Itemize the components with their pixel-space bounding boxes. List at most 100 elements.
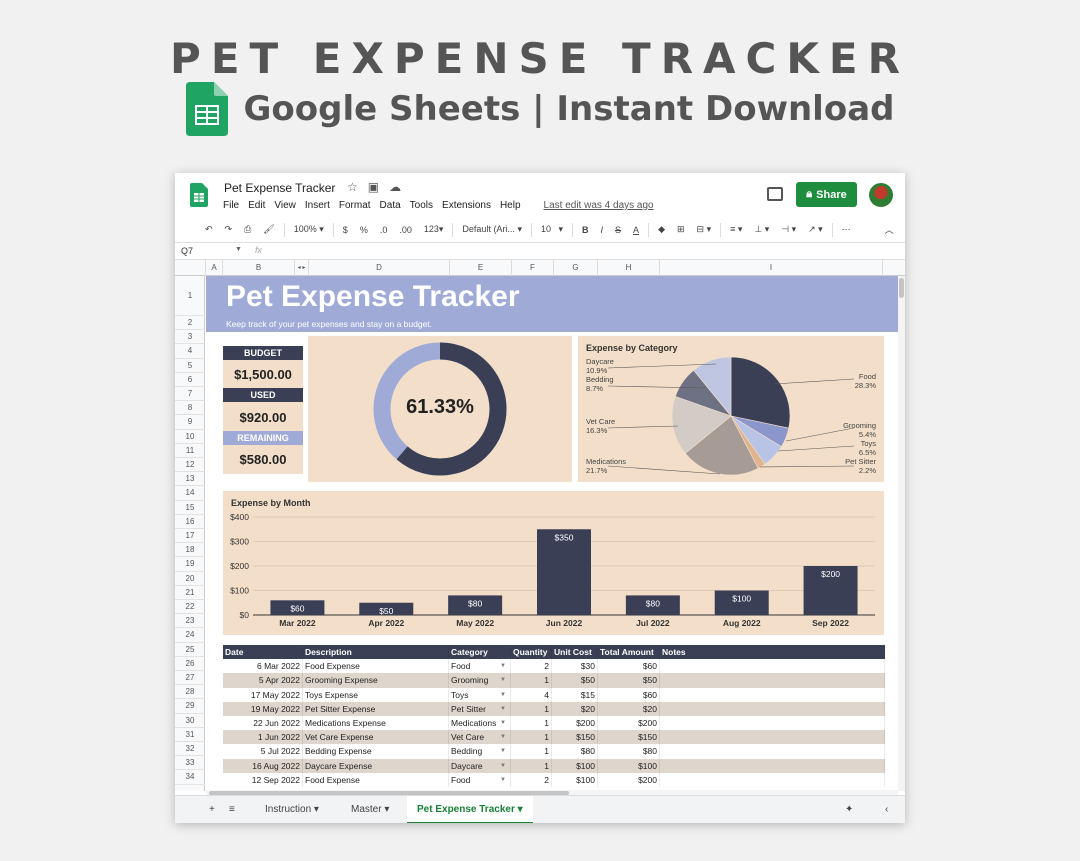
table-cell[interactable]: Food Expense	[303, 772, 449, 787]
table-cell[interactable]: $200	[598, 772, 660, 787]
horizontal-align-icon[interactable]: ≡ ▾	[730, 224, 743, 234]
row-header[interactable]: 31	[175, 728, 205, 742]
column-header[interactable]: F	[512, 260, 554, 276]
row-header[interactable]: 10	[175, 430, 205, 444]
table-cell[interactable]: 22 Jun 2022	[223, 716, 303, 731]
text-wrap-icon[interactable]: ⊣ ▾	[781, 224, 797, 234]
table-header-cell[interactable]: Quantity	[511, 645, 552, 660]
sheets-doc-icon[interactable]	[190, 183, 208, 207]
redo-icon[interactable]: ↷	[224, 224, 233, 234]
table-cell-notes[interactable]	[660, 744, 885, 759]
table-cell[interactable]: $80	[552, 744, 598, 759]
table-header-cell[interactable]: Description	[303, 645, 449, 660]
explore-icon[interactable]: ✦	[845, 804, 854, 815]
table-cell[interactable]: $150	[552, 730, 598, 745]
table-cell[interactable]: $60	[598, 687, 660, 702]
table-cell[interactable]: 12 Sep 2022	[223, 772, 303, 787]
menu-file[interactable]: File	[223, 200, 240, 211]
font-size-select[interactable]: 10 ▾	[540, 224, 564, 234]
table-cell[interactable]: $80	[598, 744, 660, 759]
vertical-align-icon[interactable]: ⊥ ▾	[754, 224, 770, 234]
font-select[interactable]: Default (Ari... ▾	[462, 224, 522, 234]
table-cell[interactable]: Food ▼	[449, 772, 511, 787]
table-cell[interactable]: 17 May 2022	[223, 687, 303, 702]
row-header[interactable]: 3	[175, 330, 205, 345]
name-box[interactable]: Q7	[181, 246, 194, 256]
row-header[interactable]: 7	[175, 387, 205, 402]
table-cell[interactable]: 4	[511, 687, 552, 702]
table-cell[interactable]: 1	[511, 744, 552, 759]
column-header[interactable]: G	[554, 260, 598, 276]
pie-slice-food[interactable]	[730, 356, 791, 429]
table-cell-notes[interactable]	[660, 758, 885, 773]
table-cell[interactable]: $20	[598, 701, 660, 716]
column-header[interactable]: A	[206, 260, 223, 276]
table-cell[interactable]: Medications Expense	[303, 716, 449, 731]
row-header[interactable]: 4	[175, 344, 205, 359]
dropdown-chevron-down-icon[interactable]: ▼	[500, 705, 506, 712]
star-icon[interactable]: ☆	[347, 180, 358, 194]
table-cell[interactable]: Bedding Expense	[303, 744, 449, 759]
bar-may-2022[interactable]	[448, 595, 503, 615]
bar-apr-2022[interactable]	[359, 602, 414, 615]
text-rotation-icon[interactable]: ↗ ▾	[808, 224, 823, 234]
text-color-button[interactable]: A	[633, 224, 640, 235]
menu-tools[interactable]: Tools	[409, 200, 434, 211]
table-cell[interactable]: $50	[552, 673, 598, 688]
row-header[interactable]: 9	[175, 415, 205, 430]
bold-button[interactable]: B	[582, 224, 589, 235]
row-header[interactable]: 1	[175, 276, 205, 316]
row-header[interactable]: 5	[175, 359, 205, 373]
strikethrough-button[interactable]: S	[615, 224, 622, 235]
menu-edit[interactable]: Edit	[248, 200, 266, 211]
table-cell[interactable]: 1	[511, 673, 552, 688]
name-box-chevron-down-icon[interactable]: ▼	[235, 246, 242, 253]
borders-icon[interactable]: ⊞	[676, 224, 685, 234]
row-header[interactable]: 27	[175, 671, 205, 686]
row-header[interactable]: 34	[175, 770, 205, 785]
bar-aug-2022[interactable]	[714, 590, 769, 616]
row-header[interactable]: 20	[175, 572, 205, 586]
row-header[interactable]: 28	[175, 685, 205, 700]
table-cell[interactable]: Daycare Expense	[303, 758, 449, 773]
table-cell[interactable]: 1	[511, 758, 552, 773]
more-formats-button[interactable]: 123▾	[423, 224, 444, 234]
bar-jul-2022[interactable]	[625, 595, 680, 615]
collapse-side-panel-icon[interactable]: ‹	[885, 804, 889, 815]
table-header-cell[interactable]: Notes	[660, 645, 885, 660]
table-cell[interactable]: 1	[511, 701, 552, 716]
table-cell[interactable]: 5 Jul 2022	[223, 744, 303, 759]
dropdown-chevron-down-icon[interactable]: ▼	[500, 748, 506, 755]
table-cell-notes[interactable]	[660, 701, 885, 716]
horizontal-scroll-thumb[interactable]	[209, 791, 569, 795]
row-header[interactable]: 18	[175, 543, 205, 558]
table-header-cell[interactable]: Total Amount	[598, 645, 660, 660]
column-header[interactable]: H	[598, 260, 660, 276]
row-header[interactable]: 24	[175, 628, 205, 643]
table-header-cell[interactable]: Unit Cost	[552, 645, 598, 660]
undo-icon[interactable]: ↶	[205, 224, 213, 234]
more-icon[interactable]: ⋯	[841, 224, 851, 234]
menu-view[interactable]: View	[274, 200, 296, 211]
table-cell[interactable]: $200	[552, 716, 598, 731]
menu-help[interactable]: Help	[499, 200, 521, 211]
table-cell[interactable]: Pet Sitter ▼	[449, 701, 511, 716]
used-value[interactable]: $920.00	[239, 410, 287, 425]
table-cell[interactable]: $100	[552, 758, 598, 773]
select-all-corner[interactable]	[175, 260, 206, 276]
row-header[interactable]: 26	[175, 657, 205, 671]
table-cell[interactable]: 1 Jun 2022	[223, 730, 303, 745]
row-header[interactable]: 12	[175, 458, 205, 473]
table-cell-notes[interactable]	[660, 673, 885, 688]
row-header[interactable]: 22	[175, 600, 205, 615]
bar-sep-2022[interactable]	[803, 566, 858, 615]
bar-mar-2022[interactable]	[270, 600, 325, 615]
row-header[interactable]: 23	[175, 614, 205, 629]
zoom-select[interactable]: 100% ▾	[293, 224, 324, 234]
table-cell[interactable]: Bedding ▼	[449, 744, 511, 759]
menu-data[interactable]: Data	[379, 200, 401, 211]
table-cell[interactable]: $15	[552, 687, 598, 702]
table-cell[interactable]: Vet Care Expense	[303, 730, 449, 745]
dropdown-chevron-down-icon[interactable]: ▼	[500, 691, 506, 698]
remaining-value[interactable]: $580.00	[239, 452, 287, 467]
